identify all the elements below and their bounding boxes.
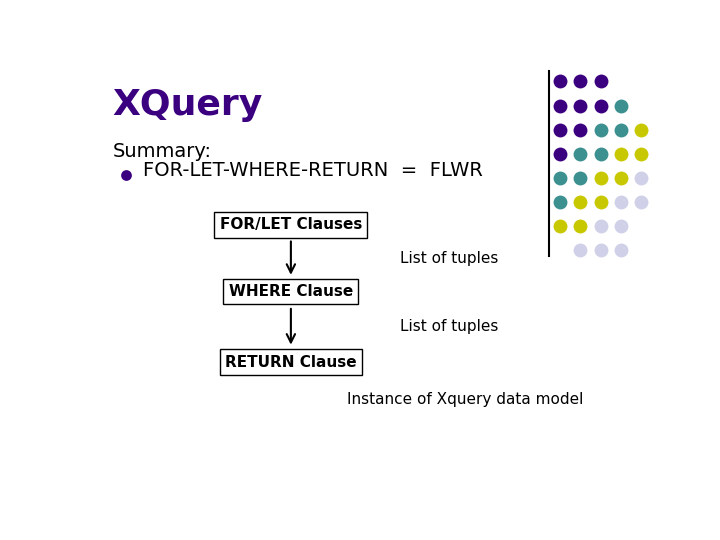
Text: WHERE Clause: WHERE Clause	[229, 284, 353, 299]
Point	[635, 125, 647, 134]
Point	[615, 173, 626, 182]
Point	[615, 222, 626, 231]
Point	[575, 222, 586, 231]
Point	[615, 125, 626, 134]
Point	[575, 246, 586, 254]
Text: XQuery: XQuery	[112, 87, 263, 122]
Point	[554, 173, 566, 182]
Point	[615, 198, 626, 206]
Point	[595, 101, 606, 110]
Point	[635, 173, 647, 182]
Text: Instance of Xquery data model: Instance of Xquery data model	[347, 392, 583, 407]
Point	[595, 246, 606, 254]
Point	[595, 198, 606, 206]
Point	[575, 101, 586, 110]
Point	[554, 125, 566, 134]
Point	[554, 150, 566, 158]
Text: List of tuples: List of tuples	[400, 319, 498, 334]
Text: RETURN Clause: RETURN Clause	[225, 355, 356, 369]
Point	[615, 246, 626, 254]
Point	[615, 101, 626, 110]
Point	[575, 77, 586, 86]
Point	[595, 150, 606, 158]
Point	[120, 171, 132, 179]
Point	[554, 222, 566, 231]
Point	[575, 173, 586, 182]
Point	[595, 173, 606, 182]
Point	[575, 198, 586, 206]
Point	[595, 77, 606, 86]
Point	[635, 198, 647, 206]
Point	[615, 150, 626, 158]
Text: FOR/LET Clauses: FOR/LET Clauses	[220, 218, 362, 232]
Point	[595, 125, 606, 134]
Point	[635, 150, 647, 158]
Point	[575, 125, 586, 134]
Text: Summary:: Summary:	[112, 141, 212, 161]
Point	[554, 198, 566, 206]
Point	[554, 101, 566, 110]
Point	[595, 222, 606, 231]
Text: List of tuples: List of tuples	[400, 251, 498, 266]
Point	[575, 150, 586, 158]
Point	[554, 77, 566, 86]
Text: FOR-LET-WHERE-RETURN  =  FLWR: FOR-LET-WHERE-RETURN = FLWR	[143, 161, 483, 180]
